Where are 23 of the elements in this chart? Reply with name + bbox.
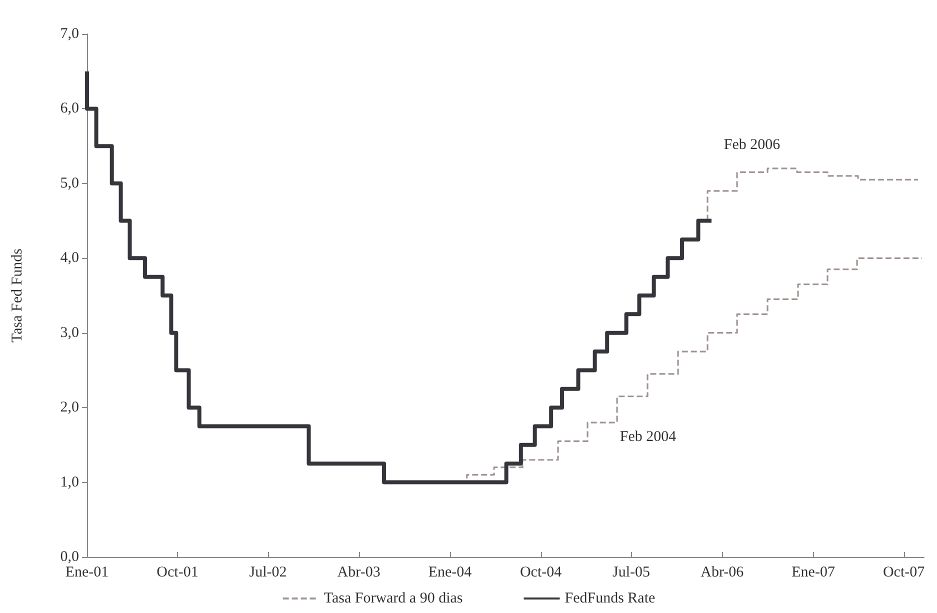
legend-label: Tasa Forward a 90 dias: [324, 590, 463, 606]
x-tick-label: Jul-05: [612, 564, 650, 580]
x-tick-label: Oct-07: [882, 564, 926, 580]
y-tick-label: 7,0: [60, 26, 79, 42]
annotation: Feb 2004: [620, 429, 677, 445]
x-tick-label: Jul-02: [249, 564, 287, 580]
x-tick-label: Ene-04: [428, 564, 472, 580]
x-tick-label: Ene-07: [792, 564, 836, 580]
y-tick-label: 6,0: [60, 100, 79, 117]
x-tick-label: Oct-04: [520, 564, 562, 580]
y-tick-label: 5,0: [60, 175, 79, 192]
y-tick-label: 3,0: [60, 324, 79, 341]
annotation: Feb 2006: [724, 137, 781, 153]
y-tick-label: 2,0: [60, 400, 79, 416]
y-axis-title: Tasa Fed Funds: [10, 248, 26, 342]
x-tick-label: Abr-03: [337, 564, 380, 580]
y-tick-label: 4,0: [60, 250, 79, 266]
y-tick-label: 0,0: [60, 549, 79, 565]
y-tick-label: 1,0: [60, 474, 79, 490]
x-tick-label: Oct-01: [156, 564, 198, 580]
x-tick-label: Abr-06: [700, 564, 744, 580]
legend-label: FedFunds Rate: [564, 590, 656, 606]
x-tick-label: Ene-01: [65, 564, 109, 580]
